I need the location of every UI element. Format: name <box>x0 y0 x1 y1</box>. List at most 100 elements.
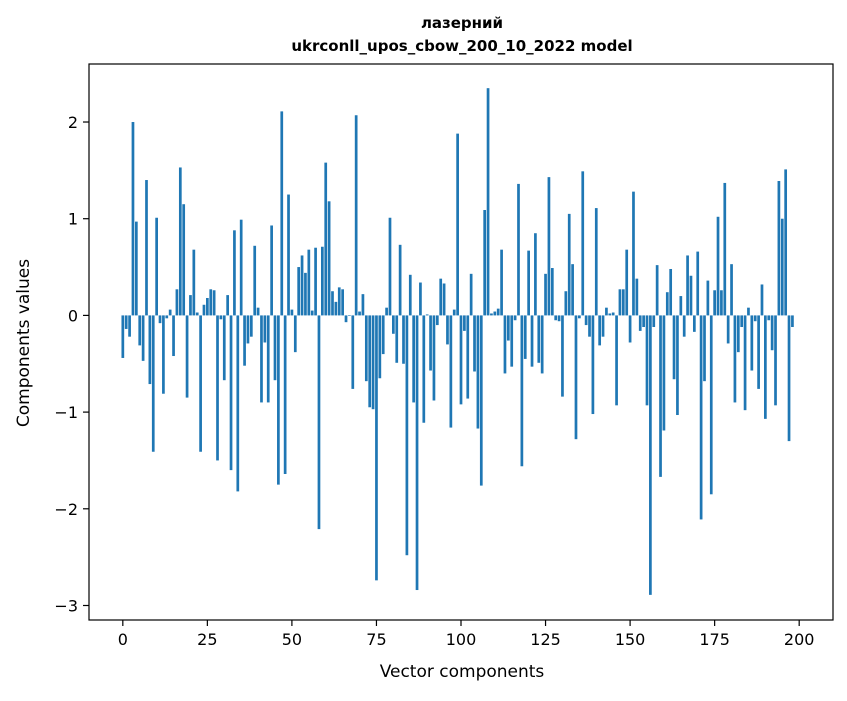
bar <box>128 315 131 337</box>
bar <box>206 298 209 316</box>
bar <box>692 315 696 332</box>
bar <box>493 311 497 316</box>
bar <box>435 315 439 326</box>
bar <box>770 315 774 351</box>
bar <box>581 171 585 316</box>
plot-area: 0 25 50 75 100 125 150 175 200 −3 −2 −1 0 1 2 <box>54 63 834 649</box>
bar <box>456 133 459 316</box>
bar <box>283 315 287 474</box>
bar <box>540 315 544 374</box>
bar <box>364 315 368 382</box>
x-tick-label: 150 <box>615 630 646 649</box>
bar <box>124 315 128 329</box>
bar <box>608 313 612 316</box>
bar <box>222 315 226 381</box>
y-axis-label: Components values <box>14 259 34 427</box>
bar <box>767 315 771 321</box>
bar <box>544 273 547 316</box>
bar <box>598 315 602 346</box>
bar <box>605 307 608 316</box>
bar <box>162 315 165 394</box>
bar <box>151 315 155 452</box>
bar <box>764 315 767 419</box>
bar <box>510 315 514 367</box>
bar <box>743 315 747 411</box>
bar <box>625 249 629 316</box>
bar <box>398 244 402 316</box>
bar <box>469 273 473 316</box>
bar <box>185 315 189 398</box>
bar <box>280 111 284 316</box>
bar <box>293 315 297 353</box>
bar <box>611 312 615 316</box>
bar <box>750 315 754 371</box>
bar <box>334 301 338 316</box>
bar <box>618 289 622 316</box>
bar <box>260 315 263 403</box>
bar <box>520 315 524 467</box>
bar <box>503 315 507 374</box>
bar <box>192 249 196 316</box>
bar <box>726 315 730 344</box>
bar <box>331 291 334 316</box>
x-tick-label: 175 <box>699 630 730 649</box>
bar <box>429 315 432 371</box>
bar <box>564 291 568 316</box>
bar <box>236 315 240 492</box>
bar <box>412 315 416 403</box>
bar <box>665 292 669 316</box>
bar <box>662 315 666 431</box>
bar <box>574 315 578 440</box>
bar <box>716 216 720 316</box>
bar <box>178 167 182 316</box>
bar <box>676 315 679 416</box>
bar <box>165 315 169 319</box>
bar <box>310 310 314 316</box>
bar <box>500 249 503 316</box>
bar <box>134 221 138 316</box>
bar <box>138 315 142 346</box>
bar <box>381 315 385 355</box>
bar <box>638 315 642 331</box>
bar <box>141 315 145 361</box>
bar <box>713 290 716 316</box>
bar <box>195 312 199 316</box>
bar <box>212 290 216 316</box>
bar <box>219 315 223 320</box>
x-tick-label: 100 <box>446 630 477 649</box>
bar <box>720 290 723 316</box>
bar <box>189 295 192 316</box>
bar <box>354 115 358 316</box>
bar <box>736 315 740 353</box>
bar <box>473 315 476 372</box>
bar <box>506 315 510 341</box>
bar <box>490 313 493 316</box>
bar <box>466 315 470 399</box>
bar <box>432 315 436 401</box>
bar <box>760 284 764 316</box>
bar <box>402 315 405 364</box>
bar <box>307 249 311 316</box>
bar <box>696 251 700 316</box>
bar <box>476 315 480 429</box>
bar <box>229 315 233 471</box>
bar <box>317 315 321 530</box>
bar <box>571 264 574 316</box>
bar <box>550 268 554 316</box>
bar <box>168 309 172 316</box>
bar <box>172 315 175 357</box>
bar <box>358 311 361 316</box>
bar <box>209 289 213 316</box>
bar <box>547 177 551 316</box>
bar <box>375 315 378 581</box>
bar <box>483 210 487 316</box>
bar <box>628 315 632 343</box>
bar <box>297 267 301 316</box>
bar <box>730 264 733 316</box>
bar <box>287 194 290 316</box>
bar <box>256 307 260 316</box>
bar <box>659 315 662 477</box>
bar <box>655 265 659 316</box>
